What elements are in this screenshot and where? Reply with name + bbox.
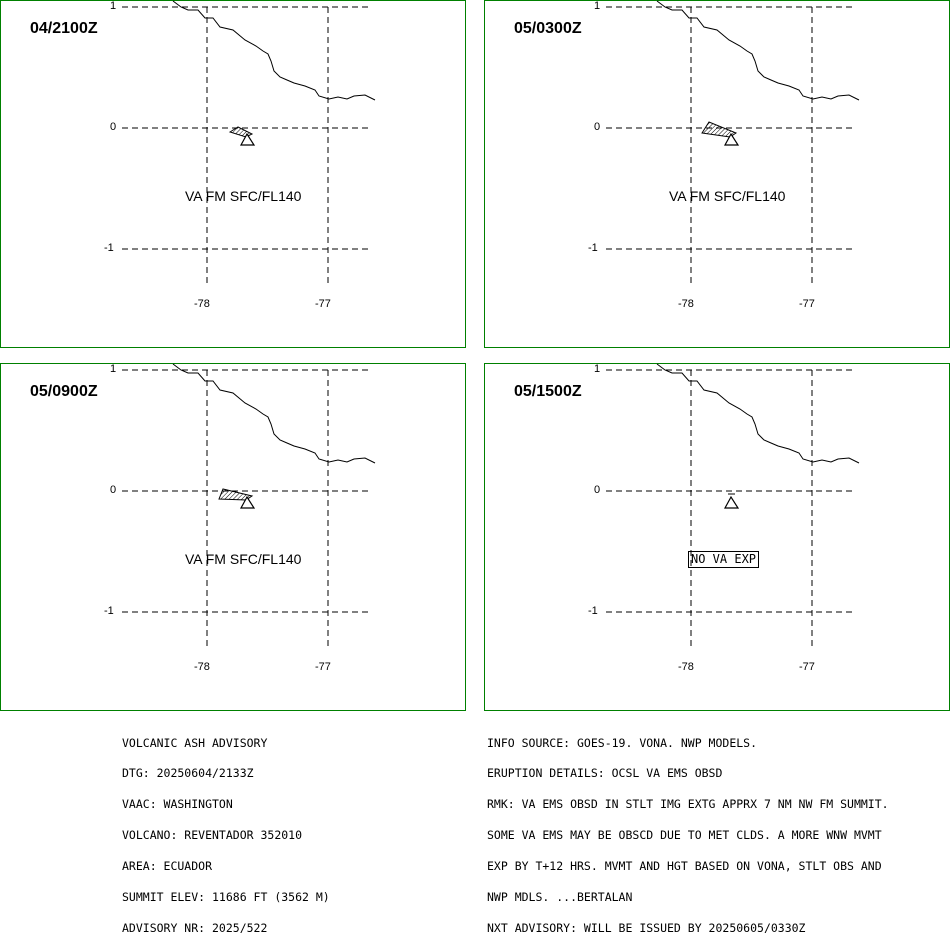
panel-time: 05/1500Z	[514, 383, 582, 400]
lat-tick-label: -1	[104, 242, 114, 254]
advisory-line: RMK: VA EMS OBSD IN STLT IMG EXTG APPRX …	[487, 797, 889, 812]
advisory-line: NXT ADVISORY: WILL BE ISSUED BY 20250605…	[487, 920, 806, 935]
forecast-panel-1: 05/0300Z 1 0 -1 -78 -77 VA FM SFC/FL140	[484, 0, 950, 348]
forecast-panel-3: 05/1500Z 1 0 -1 -78 -77 NO VA EXP	[484, 363, 950, 711]
advisory-line: DTG: 20250604/2133Z	[122, 766, 254, 781]
lon-tick-label: -78	[194, 661, 210, 673]
advisory-line: INFO SOURCE: GOES-19. VONA. NWP MODELS.	[487, 735, 758, 750]
panel-map	[484, 363, 950, 711]
lat-tick-label: 0	[594, 121, 601, 133]
grid-lines	[606, 369, 856, 648]
lon-tick-label: -77	[799, 298, 815, 310]
grid-lines	[606, 6, 856, 285]
grid-lines	[122, 369, 372, 648]
forecast-panel-0: 04/2100Z 1 0 -1 -78 -77 VA FM SFC/FL140	[0, 0, 466, 348]
panel-frame	[484, 0, 950, 348]
advisory-line: ADVISORY NR: 2025/522	[122, 920, 268, 935]
ash-height-label: VA FM SFC/FL140	[185, 551, 302, 567]
advisory-remarks-block: INFO SOURCE: GOES-19. VONA. NWP MODELS. …	[487, 717, 889, 944]
volcano-triangle-icon	[239, 495, 256, 509]
panel-frame	[0, 0, 466, 348]
coastline-line	[656, 0, 860, 101]
volcano-triangle-icon	[723, 132, 740, 146]
volcano-triangle-icon	[239, 132, 256, 146]
lat-tick-label: 0	[594, 484, 601, 496]
lat-tick-label: 1	[110, 363, 117, 375]
panel-map	[484, 0, 950, 348]
lon-tick-label: -78	[678, 298, 694, 310]
panel-time: 05/0300Z	[514, 20, 582, 37]
lat-tick-label: 1	[110, 0, 117, 12]
ash-cloud-polygon	[218, 488, 254, 501]
panel-map	[0, 0, 466, 348]
lon-tick-label: -77	[315, 661, 331, 673]
lat-tick-label: -1	[104, 605, 114, 617]
advisory-line: EXP BY T+12 HRS. MVMT AND HGT BASED ON V…	[487, 859, 882, 874]
advisory-line: NWP MDLS. ...BERTALAN	[487, 890, 633, 905]
lat-tick-label: -1	[588, 242, 598, 254]
lat-tick-label: 0	[110, 121, 117, 133]
advisory-line: SUMMIT ELEV: 11686 FT (3562 M)	[122, 890, 330, 905]
coastline-line	[656, 363, 860, 464]
lat-tick-label: -1	[588, 605, 598, 617]
advisory-line: AREA: ECUADOR	[122, 859, 213, 874]
panel-frame	[484, 363, 950, 711]
ash-height-label: VA FM SFC/FL140	[669, 188, 786, 204]
ash-height-label: VA FM SFC/FL140	[185, 188, 302, 204]
lon-tick-label: -77	[799, 661, 815, 673]
advisory-header-block: VOLCANIC ASH ADVISORY DTG: 20250604/2133…	[122, 717, 330, 944]
no-ash-label: NO VA EXP	[688, 551, 760, 568]
panel-frame	[0, 363, 466, 711]
lat-tick-label: 0	[110, 484, 117, 496]
lat-tick-label: 1	[594, 0, 601, 12]
lon-tick-label: -78	[194, 298, 210, 310]
advisory-line: VOLCANO: REVENTADOR 352010	[122, 828, 303, 843]
ash-cloud-polygon	[701, 121, 738, 138]
advisory-line: SOME VA EMS MAY BE OBSCD DUE TO MET CLDS…	[487, 828, 882, 843]
grid-lines	[122, 6, 372, 285]
forecast-panel-2: 05/0900Z 1 0 -1 -78 -77 VA FM SFC/FL140	[0, 363, 466, 711]
coastline-line	[172, 363, 376, 464]
lon-tick-label: -78	[678, 661, 694, 673]
panel-time: 04/2100Z	[30, 20, 98, 37]
lat-tick-label: 1	[594, 363, 601, 375]
panel-map	[0, 363, 466, 711]
volcano-triangle-icon	[723, 495, 740, 509]
panel-time: 05/0900Z	[30, 383, 98, 400]
coastline-line	[172, 0, 376, 101]
advisory-line: ERUPTION DETAILS: OCSL VA EMS OBSD	[487, 766, 723, 781]
advisory-line: VOLCANIC ASH ADVISORY	[122, 735, 268, 750]
advisory-line: VAAC: WASHINGTON	[122, 797, 233, 812]
lon-tick-label: -77	[315, 298, 331, 310]
